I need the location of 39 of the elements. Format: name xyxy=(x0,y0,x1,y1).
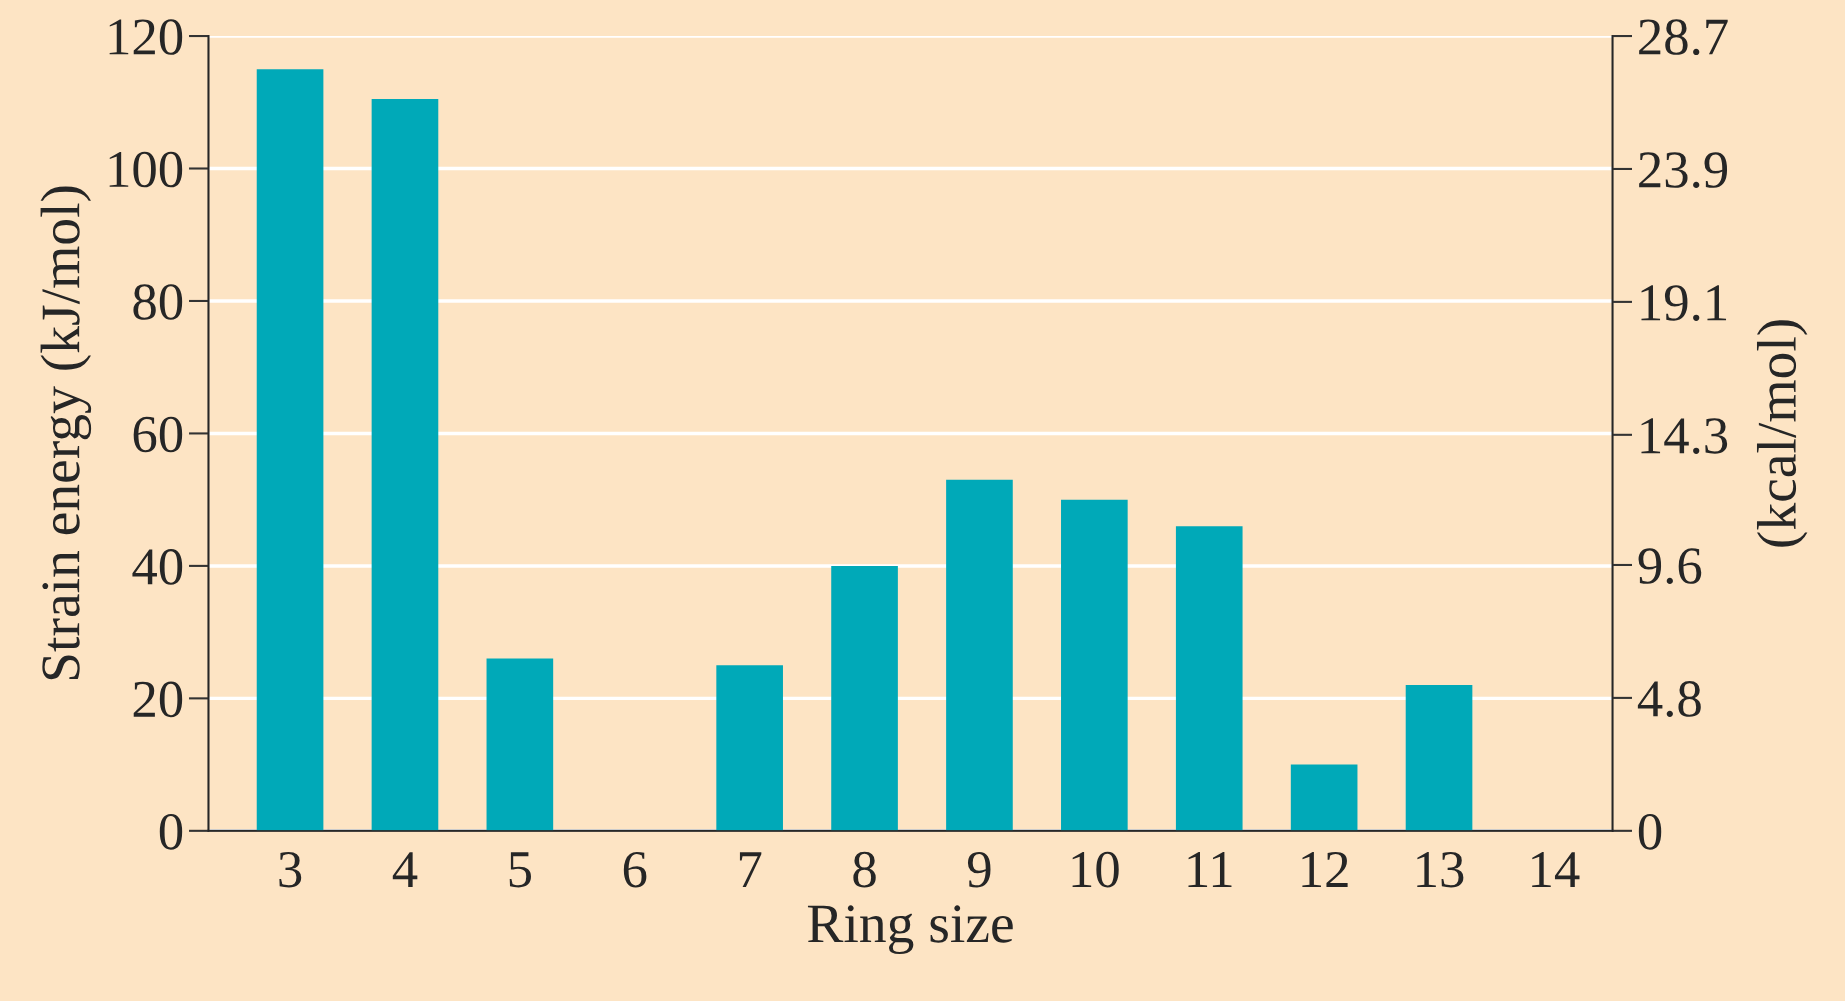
y2-tick-label: 4.8 xyxy=(1637,681,1701,717)
y-tick-label: 60 xyxy=(133,416,183,453)
x-tick-label: 14 xyxy=(1532,852,1580,887)
y2-tick-label: 9.6 xyxy=(1638,548,1702,585)
x-tick-label: 7 xyxy=(739,852,762,887)
x-tick-label: 9 xyxy=(967,851,991,888)
bar xyxy=(946,479,1013,831)
y-axis-title: Strain energy (kJ/mol) xyxy=(40,186,92,680)
x-axis-title: Ring size xyxy=(807,905,1013,955)
y2-axis-title: (kcal/mol) xyxy=(1756,320,1808,547)
bar xyxy=(486,658,554,831)
x-tick-label: 4 xyxy=(392,852,418,887)
bar xyxy=(1290,764,1358,831)
bar xyxy=(1175,526,1243,831)
x-tick-label: 11 xyxy=(1188,852,1232,887)
x-tick-label: 12 xyxy=(1302,851,1348,887)
y-tick-label: 40 xyxy=(132,549,183,585)
y-tick-label: 80 xyxy=(133,284,183,320)
y-tick-label: 20 xyxy=(133,681,183,718)
x-tick-label: 5 xyxy=(509,852,531,888)
y2-tick-label: 14.3 xyxy=(1641,418,1728,454)
bar xyxy=(831,565,898,831)
y-tick-label: 0 xyxy=(159,814,183,850)
x-tick-label: 10 xyxy=(1072,851,1119,888)
bar xyxy=(256,69,324,831)
x-tick-label: 13 xyxy=(1417,851,1464,888)
x-tick-label: 3 xyxy=(279,851,302,888)
y2-tick-label: 28.7 xyxy=(1639,19,1728,56)
y2-tick-label: 23.9 xyxy=(1639,152,1728,189)
y2-tick-label: 0 xyxy=(1638,814,1662,850)
y2-tick-label: 19.1 xyxy=(1641,285,1727,321)
bar xyxy=(716,665,783,831)
bar xyxy=(1405,685,1473,831)
bar xyxy=(1061,499,1128,831)
bar xyxy=(371,98,439,831)
x-tick-label: 6 xyxy=(623,851,647,888)
x-tick-label: 8 xyxy=(853,851,876,888)
y-tick-label: 120 xyxy=(109,19,183,55)
y-tick-label: 100 xyxy=(109,151,183,188)
